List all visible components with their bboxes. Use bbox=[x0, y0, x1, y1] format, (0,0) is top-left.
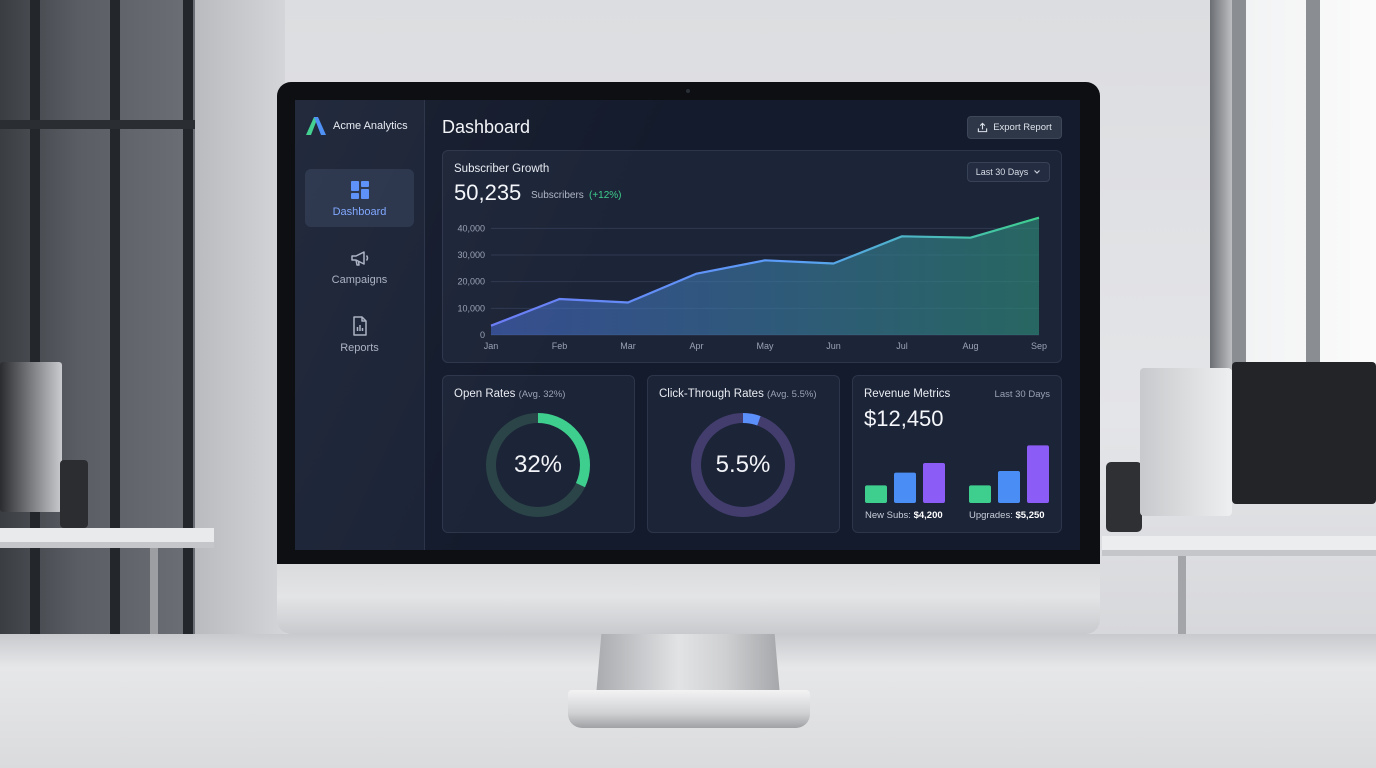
background-chair bbox=[60, 460, 88, 528]
window-mullion bbox=[30, 0, 40, 640]
click-through-average: (Avg. 5.5%) bbox=[767, 389, 817, 400]
revenue-bar bbox=[865, 485, 887, 503]
open-rates-title: Open Rates bbox=[454, 388, 516, 400]
x-tick-label: Apr bbox=[689, 341, 703, 351]
revenue-metrics-title: Revenue Metrics bbox=[864, 388, 951, 400]
open-rates-donut-chart bbox=[486, 413, 590, 517]
click-through-title-row: Click-Through Rates (Avg. 5.5%) bbox=[659, 388, 817, 400]
sidebar-item-reports[interactable]: Reports bbox=[305, 305, 414, 363]
report-document-icon bbox=[352, 315, 367, 336]
sidebar: Acme Analytics Dashboard Campaigns bbox=[295, 100, 425, 550]
x-tick-label: Mar bbox=[620, 341, 636, 351]
background-desk bbox=[0, 528, 214, 548]
webcam bbox=[686, 89, 690, 93]
date-range-select[interactable]: Last 30 Days bbox=[967, 162, 1050, 182]
y-tick-label: 40,000 bbox=[457, 223, 485, 233]
brand-name: Acme Analytics bbox=[333, 120, 408, 132]
revenue-total: $12,450 bbox=[864, 406, 944, 431]
subscriber-unit-label: Subscribers bbox=[531, 190, 584, 201]
x-tick-label: Feb bbox=[552, 341, 568, 351]
monitor-chin bbox=[277, 560, 1100, 634]
x-tick-label: May bbox=[756, 341, 774, 351]
new-subs-label: New Subs: bbox=[865, 510, 911, 521]
new-subs-value: $4,200 bbox=[913, 510, 943, 521]
app-screen: Acme Analytics Dashboard Campaigns bbox=[295, 100, 1080, 550]
background-desk-leg bbox=[150, 548, 158, 638]
revenue-bar bbox=[998, 471, 1020, 503]
x-tick-label: Jan bbox=[484, 341, 499, 351]
click-through-donut-chart bbox=[691, 413, 795, 517]
sidebar-item-campaigns[interactable]: Campaigns bbox=[305, 237, 414, 295]
window-mullion bbox=[1232, 0, 1246, 370]
upload-icon bbox=[978, 122, 988, 133]
monitor-stand bbox=[596, 632, 780, 696]
subscriber-growth-card: 0 10,000 20,000 30,000 40,000 Jan Feb Mar Apr May… bbox=[442, 150, 1062, 363]
background-window-right bbox=[1210, 0, 1376, 370]
revenue-bar bbox=[894, 472, 916, 503]
revenue-range-label: Last 30 Days bbox=[994, 389, 1050, 400]
new-subs-caption: New Subs: $4,200 bbox=[865, 510, 943, 521]
y-tick-label: 20,000 bbox=[457, 277, 485, 287]
window-mullion bbox=[1306, 0, 1320, 370]
export-report-button[interactable]: Export Report bbox=[967, 116, 1062, 139]
revenue-bar-chart bbox=[865, 445, 1049, 503]
window-mullion bbox=[110, 0, 120, 640]
donut-value-slice bbox=[486, 413, 590, 517]
y-tick-label: 0 bbox=[480, 330, 485, 340]
window-rail bbox=[0, 120, 195, 129]
open-rates-average: (Avg. 32%) bbox=[518, 389, 566, 400]
megaphone-icon bbox=[350, 250, 368, 266]
y-tick-label: 10,000 bbox=[457, 303, 485, 313]
sidebar-item-label: Reports bbox=[340, 341, 379, 354]
click-through-card: Click-Through Rates (Avg. 5.5%) 5.5% bbox=[647, 375, 840, 533]
export-report-label: Export Report bbox=[993, 122, 1052, 133]
open-rates-title-row: Open Rates (Avg. 32%) bbox=[454, 388, 565, 400]
x-tick-label: Aug bbox=[962, 341, 978, 351]
dashboard-grid-icon bbox=[350, 180, 369, 199]
background-monitor bbox=[0, 362, 62, 512]
revenue-metrics-card: Revenue Metrics Last 30 Days $12,450 New… bbox=[852, 375, 1062, 533]
revenue-bar bbox=[969, 485, 991, 503]
x-tick-label: Sep bbox=[1031, 341, 1047, 351]
donut-value-slice bbox=[691, 413, 795, 517]
upgrades-value: $5,250 bbox=[1015, 510, 1045, 521]
revenue-bar bbox=[1027, 445, 1049, 503]
background-monitor bbox=[1140, 368, 1232, 516]
monitor-stand-base bbox=[568, 690, 810, 728]
sidebar-item-dashboard[interactable]: Dashboard bbox=[305, 169, 414, 227]
upgrades-caption: Upgrades: $5,250 bbox=[969, 510, 1045, 521]
page-title: Dashboard bbox=[442, 117, 531, 137]
subscriber-count: 50,235 bbox=[454, 180, 522, 205]
subscriber-delta: (+12%) bbox=[589, 190, 622, 201]
upgrades-label: Upgrades: bbox=[969, 510, 1013, 521]
chevron-down-icon bbox=[1034, 170, 1041, 174]
click-through-value: 5.5% bbox=[715, 451, 771, 478]
window-mullion bbox=[183, 0, 193, 640]
revenue-bar bbox=[923, 463, 945, 503]
background-monitor bbox=[1232, 362, 1376, 504]
background-chair bbox=[1106, 462, 1142, 532]
series-area bbox=[491, 217, 1039, 335]
subscriber-growth-chart: 0 10,000 20,000 30,000 40,000 Jan Feb Mar Apr May… bbox=[457, 216, 1047, 351]
sidebar-item-label: Dashboard bbox=[332, 205, 387, 218]
open-rates-card: Open Rates (Avg. 32%) 32% bbox=[442, 375, 635, 533]
series-line bbox=[490, 216, 1040, 327]
brand[interactable]: Acme Analytics bbox=[305, 116, 408, 136]
x-tick-label: Jul bbox=[896, 341, 908, 351]
date-range-value: Last 30 Days bbox=[975, 167, 1029, 177]
y-tick-label: 30,000 bbox=[457, 250, 485, 260]
background-desk bbox=[1102, 536, 1376, 556]
acme-logo-icon bbox=[306, 117, 326, 135]
click-through-title: Click-Through Rates bbox=[659, 388, 764, 400]
background-desk-leg bbox=[1178, 556, 1186, 636]
subscriber-growth-title: Subscriber Growth bbox=[454, 163, 550, 175]
sidebar-item-label: Campaigns bbox=[331, 273, 388, 286]
open-rates-value: 32% bbox=[513, 451, 563, 478]
x-tick-label: Jun bbox=[826, 341, 841, 351]
